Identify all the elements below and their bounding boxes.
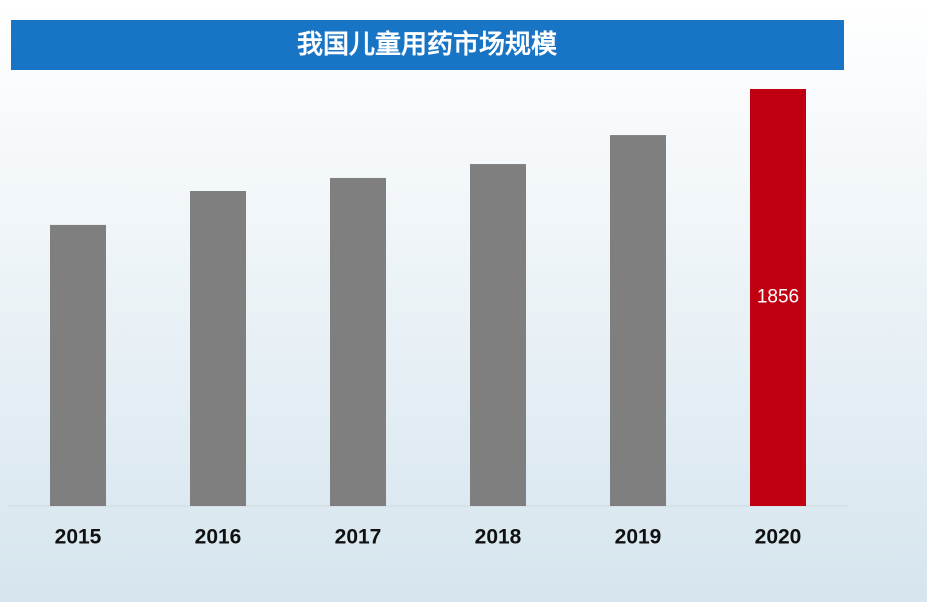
bar: [470, 164, 526, 506]
bar: [610, 135, 666, 507]
x-tick-label: 2019: [615, 526, 662, 549]
chart-title: 我国儿童用药市场规模: [297, 29, 558, 59]
x-tick-label: 2017: [335, 526, 382, 549]
title-bar: [11, 20, 844, 70]
bar: [50, 224, 106, 506]
x-tick-label: 2015: [55, 526, 102, 549]
x-tick-label: 2016: [195, 526, 242, 549]
data-label: 1856: [757, 287, 799, 308]
bar: [750, 89, 806, 506]
bar: [190, 191, 246, 506]
bar: [330, 177, 386, 506]
x-tick-label: 2020: [755, 526, 802, 549]
x-tick-label: 2018: [475, 526, 522, 549]
